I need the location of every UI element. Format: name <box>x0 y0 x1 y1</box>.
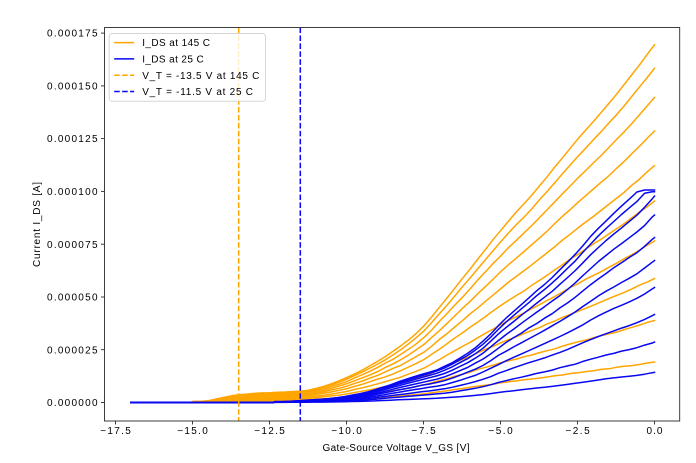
svg-text:−15.0: −15.0 <box>177 426 208 437</box>
svg-text:0.000150: 0.000150 <box>47 82 98 93</box>
svg-text:−2.5: −2.5 <box>565 426 590 437</box>
svg-text:V_T = -11.5 V at 25 C: V_T = -11.5 V at 25 C <box>142 87 253 98</box>
svg-text:I_DS at 145 C: I_DS at 145 C <box>142 38 210 49</box>
svg-text:V_T = -13.5 V at 145 C: V_T = -13.5 V at 145 C <box>142 71 259 82</box>
svg-text:Current I_DS [A]: Current I_DS [A] <box>32 182 43 267</box>
svg-text:0.000175: 0.000175 <box>47 29 98 40</box>
svg-text:I_DS at 25 C: I_DS at 25 C <box>142 55 204 66</box>
svg-text:0.000050: 0.000050 <box>47 293 98 304</box>
svg-text:−17.5: −17.5 <box>100 426 131 437</box>
svg-text:0.000000: 0.000000 <box>47 398 98 409</box>
svg-text:0.000025: 0.000025 <box>47 345 98 356</box>
svg-text:0.000100: 0.000100 <box>47 187 98 198</box>
svg-text:−10.0: −10.0 <box>331 426 362 437</box>
svg-text:−7.5: −7.5 <box>411 426 436 437</box>
svg-text:0.000075: 0.000075 <box>47 240 98 251</box>
svg-text:0.0: 0.0 <box>647 426 663 437</box>
svg-text:−5.0: −5.0 <box>488 426 513 437</box>
svg-text:0.000125: 0.000125 <box>47 134 98 145</box>
svg-text:−12.5: −12.5 <box>254 426 285 437</box>
svg-text:Gate-Source Voltage V_GS [V]: Gate-Source Voltage V_GS [V] <box>323 443 470 454</box>
